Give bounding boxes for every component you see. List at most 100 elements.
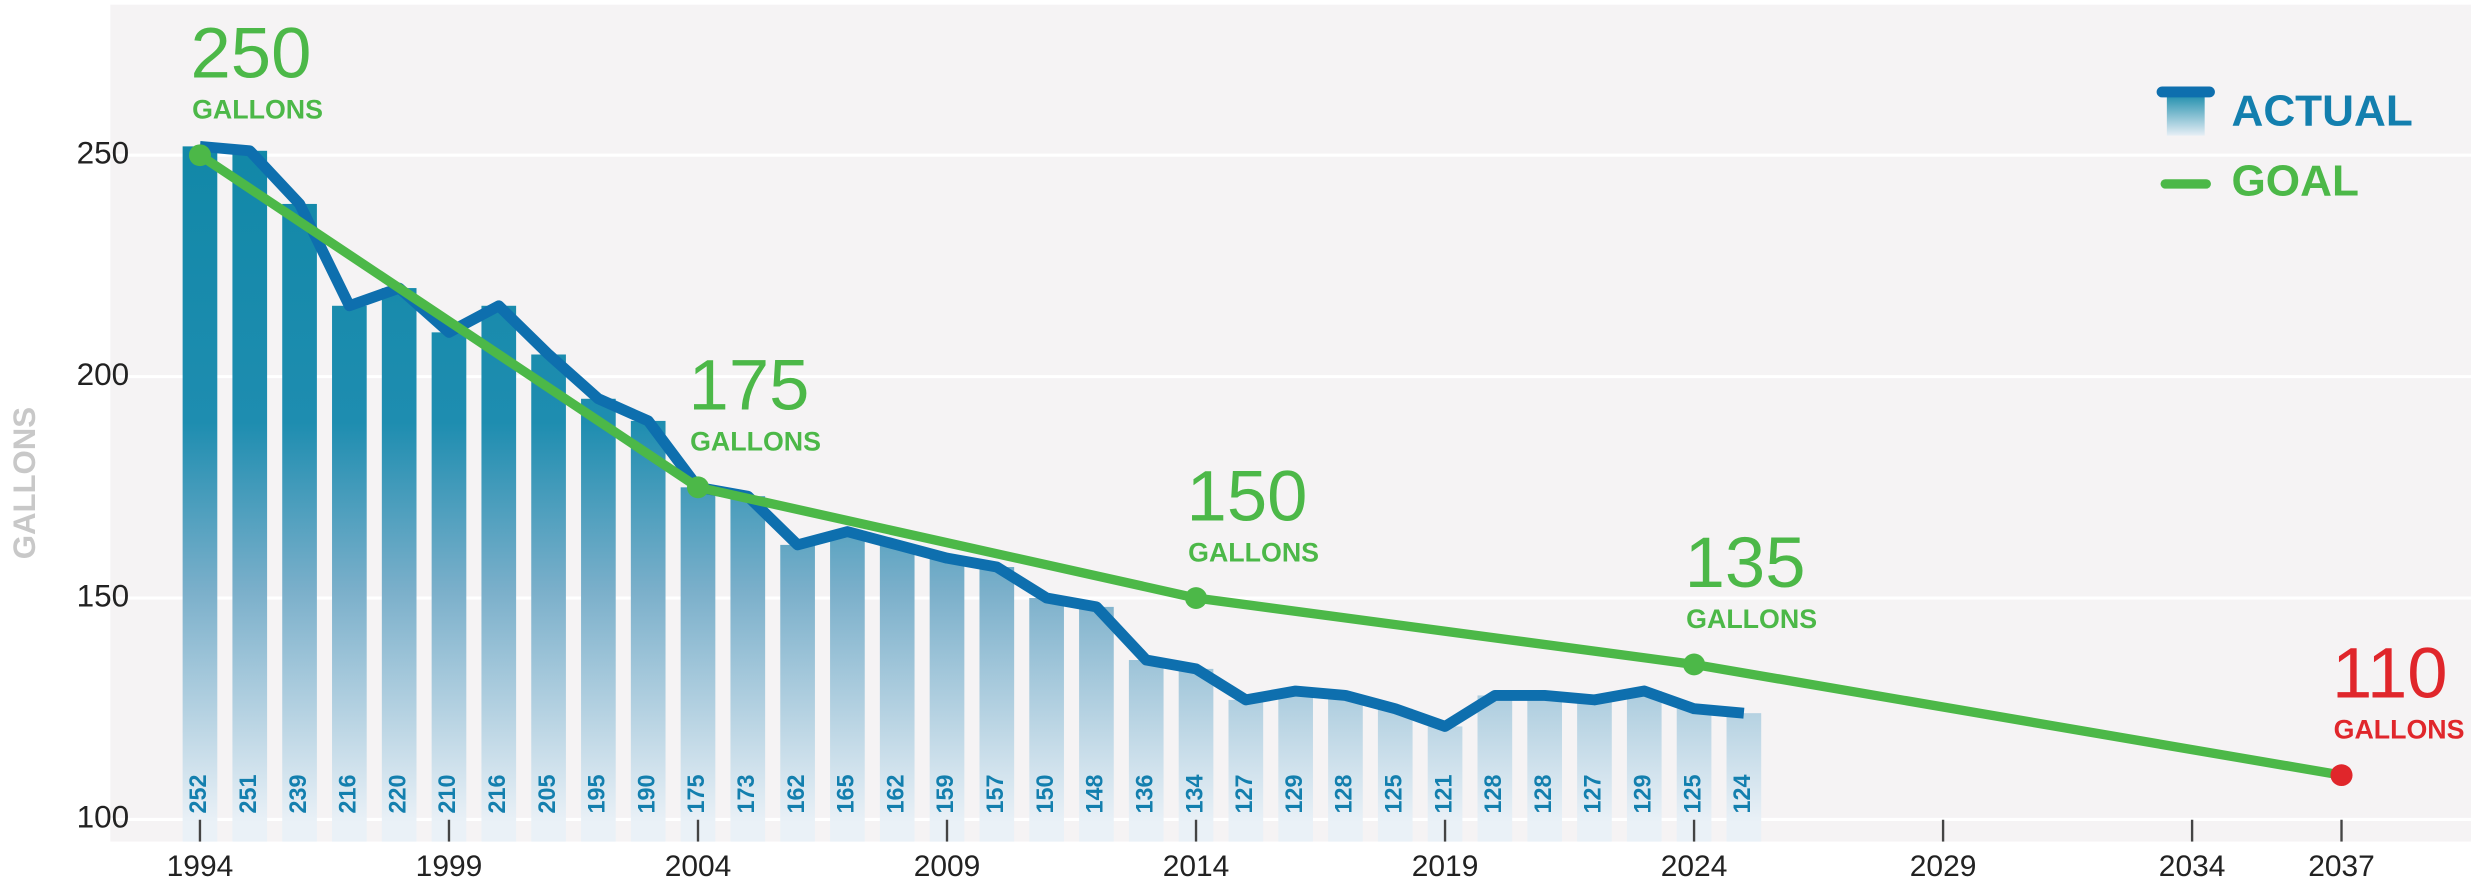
legend-label: ACTUAL: [2231, 87, 2412, 136]
bar: [1676, 708, 1712, 842]
bar: [431, 332, 467, 842]
bar: [830, 531, 865, 842]
x-tick-label: 1994: [167, 850, 234, 883]
bar: [1577, 699, 1612, 842]
bar: [1128, 660, 1164, 842]
bars: 252 251 239 216 220 210 216 205 195 190 175 173 162 1…: [182, 146, 1762, 842]
bar-value-label: 150: [1032, 775, 1058, 814]
bar-value-label: 134: [1181, 775, 1207, 814]
bar-value-label: 148: [1082, 775, 1108, 814]
bar-value-label: 127: [1580, 775, 1606, 814]
x-tick-label: 2019: [1412, 850, 1479, 883]
bar-value-label: 129: [1281, 775, 1307, 814]
legend-swatch: [2166, 91, 2205, 136]
bar: [581, 398, 616, 842]
x-tick-label: 2009: [914, 850, 981, 883]
goal-point: [188, 144, 211, 167]
bar: [1029, 598, 1064, 842]
bar-value-label: 124: [1729, 775, 1755, 814]
bar-value-label: 205: [534, 775, 560, 814]
bar: [979, 567, 1015, 842]
x-tick-label: 2034: [2159, 850, 2226, 883]
legend: ACTUAL GOAL: [2156, 86, 2413, 206]
goal-value-label: 150: [1187, 457, 1308, 537]
bar: [630, 420, 666, 842]
goal-value-label: 135: [1685, 523, 1806, 603]
bar-value-label: 173: [733, 775, 759, 814]
bar-value-label: 128: [1331, 775, 1357, 814]
x-tick-label: 2037: [2308, 850, 2375, 883]
bar-value-label: 252: [185, 775, 211, 814]
y-axis-label: GALLONS: [7, 407, 42, 559]
bar-value-label: 175: [683, 775, 709, 814]
bar: [1626, 691, 1662, 842]
goal-point: [686, 476, 710, 499]
y-tick-label: 200: [77, 357, 130, 392]
bar-value-label: 129: [1629, 775, 1655, 814]
bar-value-label: 216: [334, 775, 360, 814]
x-tick-label: 2014: [1163, 850, 1230, 883]
goal-value-label: 110: [2332, 634, 2448, 714]
bar-value-label: 125: [1380, 775, 1406, 814]
legend-label: GOAL: [2231, 157, 2358, 206]
bar: [1079, 606, 1114, 842]
bar: [381, 288, 417, 842]
x-tick-label: 1999: [416, 850, 483, 883]
bar: [1726, 713, 1762, 842]
bar: [531, 354, 566, 842]
bar: [1527, 695, 1562, 842]
goal-value-label: 250: [191, 14, 312, 94]
bar-value-label: 136: [1131, 775, 1157, 814]
bar-value-label: 210: [434, 775, 460, 814]
bar: [1178, 668, 1214, 842]
bar-value-label: 162: [783, 775, 809, 814]
bar: [1477, 695, 1513, 842]
x-tick-label: 2004: [665, 850, 732, 883]
x-tick-label: 2024: [1661, 850, 1728, 883]
bar: [1228, 699, 1264, 842]
goal-value-label: 175: [689, 346, 810, 426]
bar-value-label: 125: [1679, 775, 1705, 814]
bar: [332, 305, 367, 842]
bar-value-label: 216: [484, 775, 510, 814]
bar-value-label: 159: [932, 775, 958, 814]
bar-value-label: 162: [882, 775, 908, 814]
goal-unit-label: GALLONS: [690, 427, 821, 457]
bar-value-label: 220: [384, 775, 410, 814]
bar-value-label: 128: [1480, 775, 1506, 814]
bar: [879, 544, 915, 842]
bar-value-label: 127: [1231, 775, 1257, 814]
y-tick-label: 100: [77, 800, 130, 835]
bar: [780, 544, 815, 842]
goal-unit-label: GALLONS: [1188, 538, 1319, 568]
bar: [182, 146, 218, 842]
bar-value-label: 121: [1430, 775, 1456, 814]
bar: [232, 150, 268, 842]
bar: [730, 496, 766, 842]
bar-value-label: 157: [982, 775, 1008, 814]
bar-value-label: 128: [1530, 775, 1556, 814]
bar: [929, 558, 965, 842]
goal-unit-label: GALLONS: [2334, 715, 2465, 745]
y-tick-label: 150: [77, 578, 130, 613]
bar: [481, 305, 517, 842]
bar-value-label: 195: [584, 775, 610, 814]
bar-value-label: 239: [285, 775, 311, 814]
goal-point: [1184, 587, 1208, 609]
bar: [1278, 691, 1313, 842]
bar: [1377, 708, 1413, 842]
goal-unit-label: GALLONS: [1686, 604, 1817, 634]
bar-value-label: 165: [833, 775, 859, 814]
goal-point: [2330, 764, 2353, 787]
axes: 100 150 200 250 1994 1999 2004 2009 2014 2019 2024…: [77, 136, 2375, 883]
bar: [1328, 695, 1363, 842]
bar-value-label: 251: [235, 775, 261, 814]
bar-value-label: 190: [633, 775, 659, 814]
goal-point: [1683, 653, 1706, 676]
goal-unit-label: GALLONS: [192, 95, 323, 125]
bar: [680, 487, 716, 842]
bar: [282, 203, 317, 842]
x-tick-label: 2029: [1910, 850, 1977, 883]
